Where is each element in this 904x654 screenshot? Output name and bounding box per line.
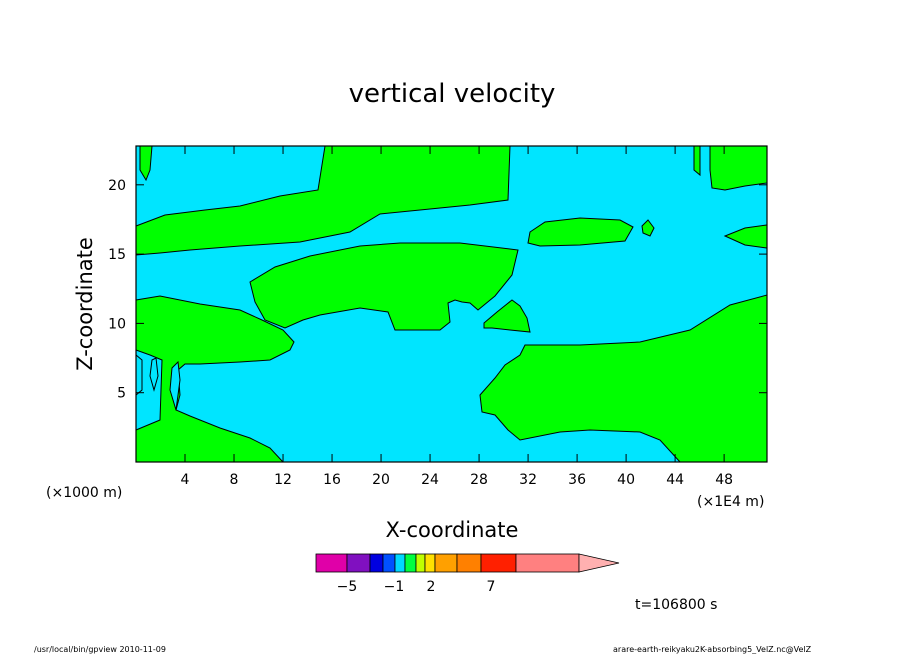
region-central-blob bbox=[249, 242, 519, 331]
colorbar-label: −1 bbox=[384, 579, 405, 595]
x-tick-label: 44 bbox=[666, 472, 684, 488]
x-unit-right: (×1E4 m) bbox=[697, 494, 764, 510]
x-tick-label: 32 bbox=[519, 472, 537, 488]
colorbar-extension bbox=[578, 553, 620, 573]
x-axis-label: X-coordinate bbox=[386, 518, 519, 542]
time-label: t=106800 s bbox=[635, 597, 717, 613]
positive-regions bbox=[135, 145, 768, 463]
x-tick-label: 12 bbox=[274, 472, 292, 488]
y-axis-ticks: 5 10 15 20 bbox=[108, 178, 767, 402]
y-tick-label: 15 bbox=[108, 247, 126, 263]
colorbar-swatch bbox=[394, 553, 406, 573]
colorbar-swatch bbox=[456, 553, 482, 573]
y-tick-label: 20 bbox=[108, 178, 126, 194]
colorbar-swatch bbox=[382, 553, 396, 573]
colorbar-label: 2 bbox=[427, 579, 436, 595]
region-left-pocket-3 bbox=[169, 360, 181, 411]
x-tick-label: 48 bbox=[715, 472, 733, 488]
colorbar-swatch bbox=[424, 553, 436, 573]
colorbar-swatch bbox=[315, 553, 348, 573]
region-left-middle-band bbox=[135, 295, 295, 463]
region-upper-left-band bbox=[135, 145, 511, 256]
colorbar-swatch bbox=[404, 553, 417, 573]
region-tiny-blob bbox=[641, 219, 655, 237]
x-tick-label: 16 bbox=[323, 472, 341, 488]
y-tick-label: 10 bbox=[108, 316, 126, 332]
x-tick-label: 28 bbox=[470, 472, 488, 488]
colorbar-swatch bbox=[415, 553, 426, 573]
x-tick-label: 36 bbox=[568, 472, 586, 488]
colorbar-swatch bbox=[515, 553, 580, 573]
footer-left: /usr/local/bin/gpview 2010-11-09 bbox=[34, 645, 166, 654]
y-tick-label: 5 bbox=[117, 386, 126, 402]
region-small-blob bbox=[483, 299, 531, 333]
region-top-right bbox=[709, 145, 768, 191]
region-upper-right-blob bbox=[527, 217, 634, 247]
x-tick-label: 20 bbox=[372, 472, 390, 488]
footer-right: arare-earth-reikyaku2K-absorbing5_VelZ.n… bbox=[613, 645, 812, 654]
chart-title: vertical velocity bbox=[349, 79, 556, 109]
x-tick-label: 40 bbox=[617, 472, 635, 488]
region-top-right-strip bbox=[693, 145, 701, 177]
x-tick-label: 24 bbox=[421, 472, 439, 488]
colorbar-swatch bbox=[369, 553, 384, 573]
colorbar-label: −5 bbox=[337, 579, 358, 595]
x-tick-label: 4 bbox=[181, 472, 190, 488]
x-unit-left: (×1000 m) bbox=[46, 485, 122, 501]
region-left-pocket-2 bbox=[149, 357, 159, 392]
x-tick-label: 8 bbox=[230, 472, 239, 488]
colorbar-swatch bbox=[480, 553, 517, 573]
y-axis-label: Z-coordinate bbox=[73, 237, 97, 371]
colorbar-swatch bbox=[346, 553, 371, 573]
region-left-pocket bbox=[135, 353, 143, 397]
plot-frame bbox=[135, 145, 768, 463]
x-axis-ticks: 4 8 12 16 20 24 28 32 36 40 44 48 bbox=[181, 146, 733, 488]
colorbar-swatch bbox=[434, 553, 458, 573]
colorbar-label: 7 bbox=[487, 579, 496, 595]
colorbar: −5 −1 2 7 bbox=[315, 553, 620, 595]
